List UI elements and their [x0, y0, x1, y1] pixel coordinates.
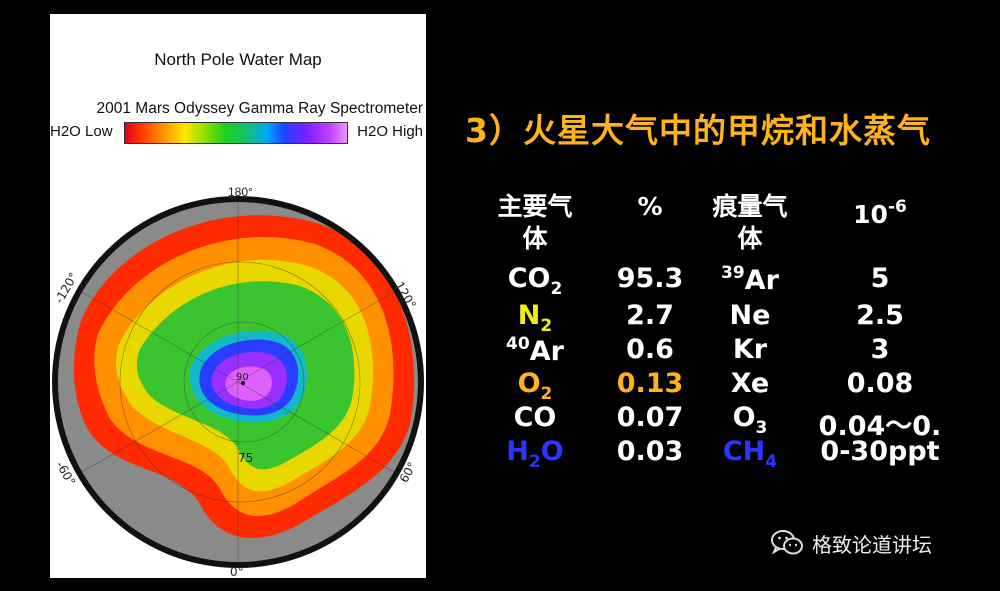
lat-90-label: 90 [236, 372, 249, 383]
watermark: 格致论道讲坛 [770, 527, 932, 559]
map-subtitle: 2001 Mars Odyssey Gamma Ray Spectrometer [96, 100, 423, 117]
table-row-ch4-trace: CH4 [722, 436, 778, 472]
header-major-gas: 主要气体 [497, 192, 573, 253]
table-row-o3-value: 0.04～0. [818, 411, 942, 442]
table-row-co2-percent: 95.3 [616, 263, 684, 294]
table-row-kr-trace: Kr [732, 334, 768, 365]
table-row-o2-major: O2 [517, 368, 553, 404]
lon-180-label: 180° [228, 185, 253, 199]
table-row-ar40-major: 40Ar [506, 334, 564, 367]
table-row-h2o-major: H2O [506, 436, 564, 472]
map-title: North Pole Water Map [154, 50, 322, 69]
table-row-n2-percent: 2.7 [626, 300, 674, 331]
colorbar [124, 122, 348, 144]
water-map-panel: North Pole Water Map 2001 Mars Odyssey G… [50, 14, 426, 578]
table-row-kr-value: 3 [870, 334, 890, 365]
colorbar-legend: H2O Low H2O High [50, 122, 426, 144]
table-row-xe-value: 0.08 [846, 368, 914, 399]
table-row-ar40-percent: 0.6 [626, 334, 674, 365]
table-row-ar39-trace: 39Ar [721, 263, 779, 296]
wechat-icon [771, 530, 803, 555]
polar-water-map: 180° -120° 120° -60° 60° 0° 90 75 [52, 185, 424, 578]
legend-low-label: H2O Low [50, 123, 113, 140]
header-unit: 10-6 [853, 197, 907, 229]
table-row-ne-value: 2.5 [856, 300, 904, 331]
table-row-ar39-value: 5 [870, 263, 890, 294]
table-row-o2-percent: 0.13 [616, 368, 684, 399]
header-percent: % [637, 192, 663, 221]
watermark-text: 格致论道讲坛 [812, 532, 932, 557]
table-row-xe-trace: Xe [730, 368, 770, 399]
table-row-o3-trace: O3 [732, 402, 768, 438]
slide-title: 3）火星大气中的甲烷和水蒸气 [465, 111, 931, 150]
table-row-co-major: CO [513, 402, 557, 433]
table-row-h2o-percent: 0.03 [616, 436, 684, 467]
legend-high-label: H2O High [357, 123, 423, 140]
lat-75-label: 75 [238, 451, 253, 465]
table-row-n2-major: N2 [517, 300, 553, 336]
table-row-ne-trace: Ne [729, 300, 771, 331]
header-trace-gas: 痕量气体 [712, 192, 788, 253]
table-row-co2-major: CO2 [507, 263, 563, 299]
lon-0-label: 0° [230, 565, 244, 578]
table-row-co-percent: 0.07 [616, 402, 684, 433]
table-row-ch4-value: 0-30ppt [820, 436, 940, 467]
